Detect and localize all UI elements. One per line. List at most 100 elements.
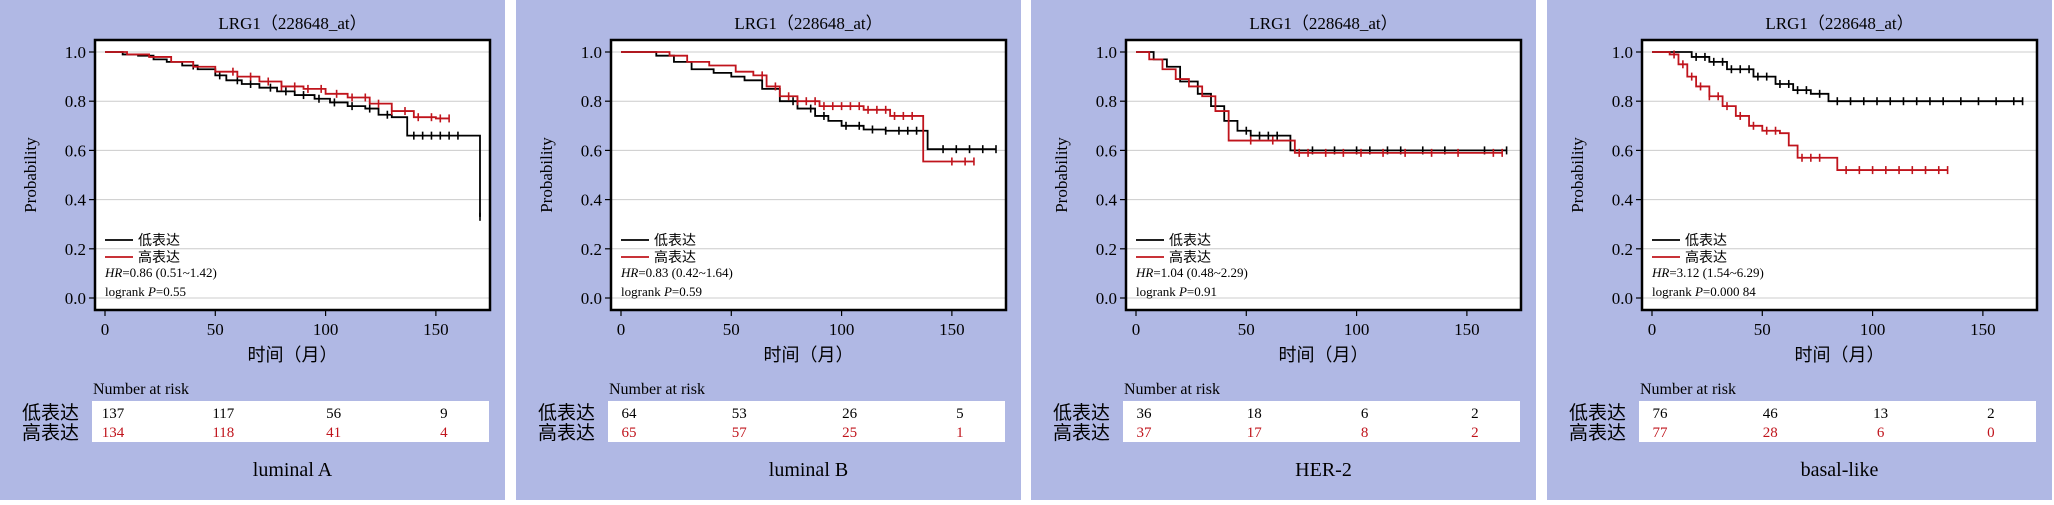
y-tick-label: 0.6 xyxy=(65,141,86,160)
risk-count-high: 8 xyxy=(1361,425,1369,441)
risk-count-low: 56 xyxy=(326,406,342,422)
x-tick-label: 50 xyxy=(723,320,740,339)
risk-count-low: 2 xyxy=(1471,406,1479,422)
x-tick-label: 50 xyxy=(1754,320,1771,339)
y-tick-label: 0.4 xyxy=(1096,191,1118,210)
hazard-ratio-text: HR=3.12 (1.54~6.29) xyxy=(1651,265,1764,280)
hr-value: =0.83 (0.42~1.64) xyxy=(638,265,733,280)
risk-count-low: 18 xyxy=(1247,406,1262,422)
p-value: =0.59 xyxy=(672,284,702,299)
risk-count-low: 9 xyxy=(440,406,448,422)
subtype-label: basal-like xyxy=(1801,459,1879,481)
y-tick-label: 0.8 xyxy=(1612,92,1633,111)
logrank-label: logrank xyxy=(1136,284,1179,299)
y-tick-label: 0.8 xyxy=(65,92,86,111)
x-tick-label: 0 xyxy=(617,320,626,339)
km-panel-3: 0.0 0.2 0.4 0.6 0.8 1.0 0 50 100 150 LRG1（228648_a… xyxy=(1031,0,1536,500)
y-tick-label: 0.8 xyxy=(1096,92,1117,111)
risk-count-low: 76 xyxy=(1653,406,1669,422)
risk-table xyxy=(608,401,1005,442)
x-tick-label: 100 xyxy=(1344,320,1370,339)
plot-area xyxy=(611,40,1006,310)
km-panel-2: 0.0 0.2 0.4 0.6 0.8 1.0 0 50 100 150 LRG1（228648_a… xyxy=(516,0,1021,500)
x-tick-label: 150 xyxy=(1970,320,1996,339)
risk-row-label-high: 高表达 xyxy=(1569,422,1626,444)
y-tick-label: 0.2 xyxy=(581,240,602,259)
legend-label-low: 低表达 xyxy=(1685,233,1727,249)
risk-row-label-low: 低表达 xyxy=(538,402,595,424)
legend-label-low: 低表达 xyxy=(138,233,180,249)
risk-count-high: 77 xyxy=(1653,425,1669,441)
y-tick-label: 0.2 xyxy=(1096,240,1117,259)
risk-row-label-low: 低表达 xyxy=(22,402,79,424)
risk-row-label-low: 低表达 xyxy=(1569,402,1626,424)
risk-count-low: 53 xyxy=(732,406,747,422)
risk-count-high: 0 xyxy=(1987,425,1995,441)
risk-table-title: Number at risk xyxy=(609,381,705,398)
plot-area xyxy=(1126,40,1521,310)
y-tick-label: 0.4 xyxy=(581,191,603,210)
hr-label: HR xyxy=(104,265,122,280)
risk-count-low: 13 xyxy=(1873,406,1888,422)
y-tick-label: 0.2 xyxy=(1612,240,1633,259)
x-axis-label: 时间（月） xyxy=(764,345,854,365)
hr-value: =1.04 (0.48~2.29) xyxy=(1153,265,1248,280)
risk-count-low: 2 xyxy=(1987,406,1995,422)
x-tick-label: 0 xyxy=(101,320,110,339)
hr-label: HR xyxy=(1651,265,1669,280)
y-tick-label: 0.2 xyxy=(65,240,86,259)
km-chart-svg: 0.0 0.2 0.4 0.6 0.8 1.0 0 50 100 150 LRG1（228648_a… xyxy=(1547,0,2052,500)
y-tick-label: 0.6 xyxy=(581,141,602,160)
plot-area xyxy=(1642,40,2037,310)
risk-count-low: 64 xyxy=(622,406,638,422)
km-panel-4: 0.0 0.2 0.4 0.6 0.8 1.0 0 50 100 150 LRG1（228648_a… xyxy=(1547,0,2052,500)
x-tick-label: 150 xyxy=(1454,320,1480,339)
risk-count-high: 4 xyxy=(440,425,448,441)
subtype-label: luminal B xyxy=(769,459,848,481)
x-tick-label: 100 xyxy=(313,320,339,339)
hr-label: HR xyxy=(1135,265,1153,280)
risk-table-title: Number at risk xyxy=(93,381,189,398)
p-label: P xyxy=(1178,284,1187,299)
x-tick-label: 50 xyxy=(1238,320,1255,339)
legend-label-high: 高表达 xyxy=(138,249,180,266)
risk-count-low: 6 xyxy=(1361,406,1369,422)
legend-label-low: 低表达 xyxy=(1169,233,1211,249)
risk-count-high: 41 xyxy=(326,425,341,441)
risk-row-label-high: 高表达 xyxy=(538,422,595,444)
y-tick-label: 0.0 xyxy=(581,289,602,308)
x-axis-label: 时间（月） xyxy=(248,345,338,365)
logrank-p-text: logrank P=0.55 xyxy=(105,284,186,299)
chart-title: LRG1（228648_at） xyxy=(734,14,882,33)
p-value: =0.55 xyxy=(156,284,186,299)
x-tick-label: 0 xyxy=(1132,320,1141,339)
plot-frame xyxy=(609,38,1008,312)
y-tick-label: 0.6 xyxy=(1096,141,1117,160)
risk-row-label-low: 低表达 xyxy=(1053,402,1110,424)
risk-count-low: 137 xyxy=(102,406,125,422)
logrank-p-text: logrank P=0.000 84 xyxy=(1652,284,1756,299)
risk-row-label-high: 高表达 xyxy=(22,422,79,444)
risk-count-high: 28 xyxy=(1763,425,1778,441)
y-tick-label: 1.0 xyxy=(1612,43,1633,62)
hazard-ratio-text: HR=0.86 (0.51~1.42) xyxy=(104,265,217,280)
hr-label: HR xyxy=(620,265,638,280)
p-label: P xyxy=(1694,284,1703,299)
hr-value: =3.12 (1.54~6.29) xyxy=(1669,265,1764,280)
logrank-label: logrank xyxy=(621,284,664,299)
y-tick-label: 1.0 xyxy=(65,43,86,62)
chart-title: LRG1（228648_at） xyxy=(1249,14,1397,33)
y-tick-label: 0.6 xyxy=(1612,141,1633,160)
y-axis-label: Probability xyxy=(537,137,556,213)
hr-value: =0.86 (0.51~1.42) xyxy=(122,265,217,280)
y-axis-label: Probability xyxy=(1568,137,1587,213)
p-label: P xyxy=(663,284,672,299)
x-tick-label: 0 xyxy=(1648,320,1657,339)
plot-frame xyxy=(1640,38,2039,312)
risk-count-low: 26 xyxy=(842,406,858,422)
risk-count-high: 1 xyxy=(956,425,964,441)
hazard-ratio-text: HR=1.04 (0.48~2.29) xyxy=(1135,265,1248,280)
risk-count-low: 46 xyxy=(1763,406,1779,422)
subtype-label: HER-2 xyxy=(1295,459,1352,481)
km-panel-1: 0.0 0.2 0.4 0.6 0.8 1.0 0 50 100 150 LRG1（228648_a… xyxy=(0,0,505,500)
